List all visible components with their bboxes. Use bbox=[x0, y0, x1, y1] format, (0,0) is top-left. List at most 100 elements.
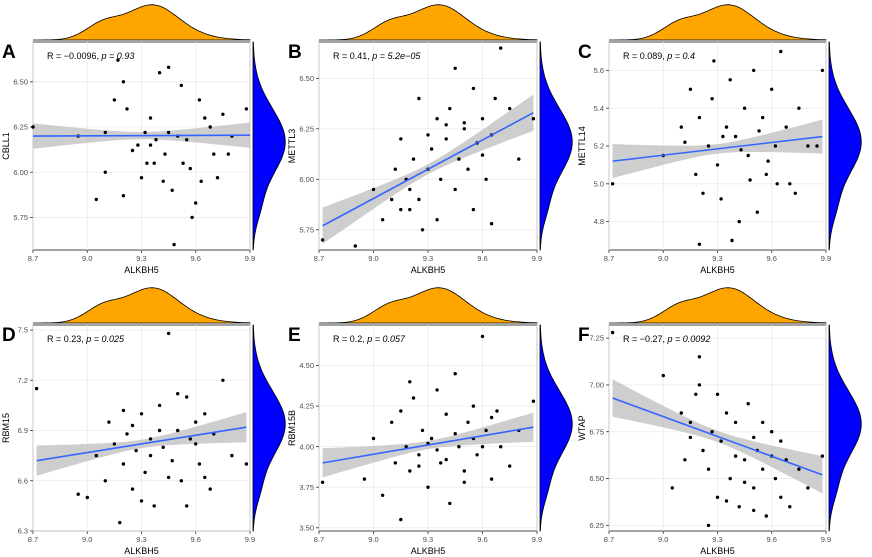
data-point bbox=[154, 138, 158, 142]
data-point bbox=[411, 157, 416, 161]
panel-letter: D bbox=[2, 325, 16, 346]
top-density bbox=[319, 4, 538, 41]
panel-letter: B bbox=[288, 42, 302, 63]
data-point bbox=[212, 152, 216, 156]
data-point bbox=[679, 125, 683, 129]
x-tick-label: 9.0 bbox=[82, 254, 92, 263]
data-point bbox=[715, 163, 720, 167]
data-point bbox=[761, 420, 765, 425]
data-point bbox=[466, 167, 470, 171]
y-tick-label: 6.50 bbox=[13, 77, 28, 86]
top-density bbox=[33, 287, 251, 324]
data-point bbox=[764, 172, 768, 177]
data-point bbox=[815, 144, 819, 148]
data-point bbox=[435, 218, 439, 222]
data-point bbox=[499, 445, 503, 449]
data-point bbox=[190, 215, 194, 220]
data-point bbox=[748, 178, 752, 182]
data-point bbox=[197, 462, 202, 466]
data-point bbox=[179, 83, 183, 88]
x-tick-label: 8.7 bbox=[604, 535, 614, 544]
x-tick-label: 9.9 bbox=[532, 535, 542, 544]
y-tick-label: 4.00 bbox=[299, 442, 314, 451]
data-point bbox=[764, 514, 768, 518]
data-point bbox=[145, 161, 149, 165]
data-point bbox=[380, 493, 385, 497]
y-tick-label: 4.25 bbox=[299, 402, 314, 411]
x-axis-title: ALKBH5 bbox=[124, 546, 159, 556]
data-point bbox=[495, 409, 499, 413]
data-point bbox=[194, 201, 198, 205]
y-tick-label: 6.50 bbox=[589, 474, 604, 483]
data-point bbox=[353, 244, 357, 248]
data-point bbox=[188, 437, 192, 441]
data-point bbox=[788, 182, 792, 186]
panel-E: E 8.7 9.0 9.3 9.6 9.9 3.50 3.75 4.00 4.25 4.50 ALKB… bbox=[287, 287, 573, 556]
data-point bbox=[380, 218, 385, 222]
data-point bbox=[166, 475, 171, 480]
x-axis-title: ALKBH5 bbox=[700, 546, 735, 556]
y-tick-label: 7.00 bbox=[589, 381, 604, 390]
panel-letter: A bbox=[2, 42, 16, 63]
y-tick-label: 7.25 bbox=[589, 334, 604, 343]
y-tick-label: 5.0 bbox=[594, 179, 604, 188]
data-point bbox=[610, 330, 615, 335]
data-point bbox=[730, 238, 734, 243]
data-point bbox=[761, 467, 765, 471]
data-point bbox=[770, 430, 774, 434]
data-point bbox=[136, 143, 140, 147]
data-point bbox=[170, 188, 174, 192]
y-axis-title: CBLL1 bbox=[1, 132, 11, 160]
x-tick-label: 8.7 bbox=[314, 254, 324, 263]
data-point bbox=[453, 372, 457, 376]
data-point bbox=[755, 210, 759, 214]
x-tick-label: 8.7 bbox=[604, 254, 614, 263]
data-point bbox=[444, 137, 448, 141]
data-point bbox=[148, 143, 153, 147]
x-tick-label: 9.9 bbox=[245, 254, 255, 263]
panel-letter: E bbox=[288, 325, 301, 346]
x-tick-label: 9.9 bbox=[821, 254, 831, 263]
right-density bbox=[828, 324, 862, 532]
p-value: p = 5.2e−05 bbox=[371, 51, 421, 61]
data-point bbox=[724, 125, 729, 129]
x-axis-title: ALKBH5 bbox=[700, 265, 735, 275]
data-point bbox=[733, 134, 738, 139]
y-tick-label: 6.6 bbox=[18, 476, 28, 485]
data-point bbox=[85, 495, 90, 500]
x-tick-label: 9.6 bbox=[191, 535, 201, 544]
data-point bbox=[493, 96, 497, 101]
data-point bbox=[517, 157, 521, 161]
data-point bbox=[531, 117, 536, 121]
data-point bbox=[320, 480, 325, 484]
y-tick-label: 6.75 bbox=[589, 427, 604, 436]
data-point bbox=[742, 106, 747, 110]
data-point bbox=[715, 392, 720, 396]
data-point bbox=[148, 116, 153, 120]
data-point bbox=[489, 477, 494, 481]
data-point bbox=[429, 436, 434, 441]
data-point bbox=[439, 461, 443, 465]
data-point bbox=[453, 187, 457, 192]
data-point bbox=[728, 476, 732, 481]
data-point bbox=[694, 172, 698, 177]
x-tick-label: 9.0 bbox=[82, 535, 92, 544]
panel-F: F 8.7 9.0 9.3 9.6 9.9 6.25 6.50 6.75 7.00 7.25 ALKB… bbox=[577, 287, 862, 556]
data-point bbox=[806, 144, 810, 148]
data-point bbox=[471, 86, 476, 91]
data-point bbox=[34, 386, 39, 391]
y-tick-label: 6.00 bbox=[13, 168, 28, 177]
data-point bbox=[688, 435, 693, 440]
data-point bbox=[475, 453, 479, 457]
data-point bbox=[399, 137, 403, 141]
data-point bbox=[448, 106, 452, 111]
data-point bbox=[466, 420, 470, 424]
panel-letter: F bbox=[578, 325, 590, 346]
data-point bbox=[170, 459, 174, 463]
data-point bbox=[820, 68, 825, 73]
data-point bbox=[766, 159, 770, 163]
data-point bbox=[773, 476, 778, 481]
data-point bbox=[752, 486, 756, 490]
data-point bbox=[203, 116, 207, 120]
y-tick-label: 7.2 bbox=[18, 376, 28, 385]
